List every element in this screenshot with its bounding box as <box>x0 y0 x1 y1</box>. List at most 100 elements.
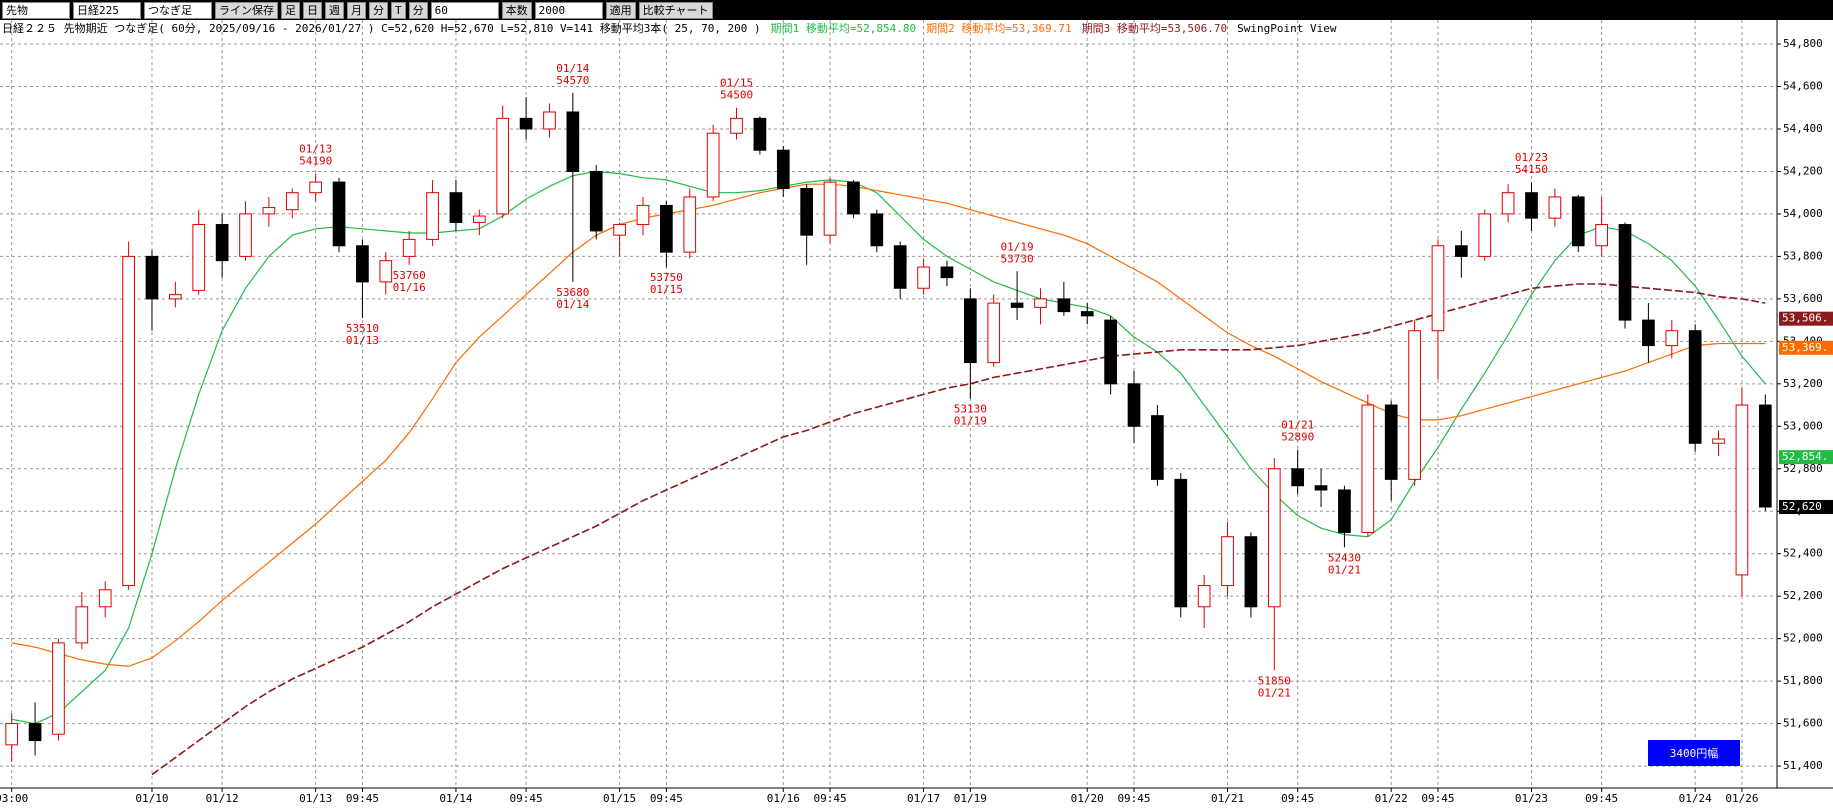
swing-date: 01/13 <box>299 143 332 156</box>
candle-body <box>1408 330 1421 480</box>
swing-date: 01/14 <box>556 298 589 311</box>
toolbar-item[interactable]: 分 <box>369 1 388 19</box>
x-tick-label: 09:45 <box>1281 792 1314 805</box>
candle-body <box>28 723 42 742</box>
candle-body <box>893 245 907 289</box>
candle-body <box>1548 196 1562 219</box>
swing-date: 01/21 <box>1328 563 1361 576</box>
candle-body <box>1758 404 1772 508</box>
candle-body <box>215 224 229 262</box>
candle-body <box>543 111 556 130</box>
swing-date: 01/21 <box>1258 687 1291 700</box>
toolbar-item[interactable]: 60 <box>430 1 499 19</box>
swing-price: 51850 <box>1258 675 1291 688</box>
candle-body <box>472 215 486 223</box>
candle-body <box>870 213 884 247</box>
toolbar-item[interactable]: 日 <box>303 1 322 19</box>
y-tick-label: 51,400 <box>1783 759 1823 772</box>
x-tick-label: 01/10 <box>135 792 168 805</box>
swing-price: 53760 <box>393 269 426 282</box>
swing-price: 52890 <box>1281 431 1314 444</box>
y-tick-label: 53,800 <box>1783 249 1823 262</box>
swing-date: 01/13 <box>346 334 379 347</box>
toolbar-item[interactable]: 適用 <box>605 1 636 19</box>
candle-body <box>1221 536 1234 587</box>
x-tick-label: 01/14 <box>439 792 472 805</box>
candle-body <box>426 192 439 240</box>
y-tick-label: 52,800 <box>1783 462 1823 475</box>
y-tick-label: 54,800 <box>1783 37 1823 50</box>
toolbar-item[interactable]: 週 <box>325 1 344 19</box>
candle-body <box>987 302 1001 364</box>
candle-body <box>1361 404 1375 533</box>
candle-body <box>1712 438 1725 444</box>
candle-body <box>496 117 510 215</box>
x-tick-label: 09:45 <box>1117 792 1150 805</box>
swing-price: 54190 <box>299 155 332 168</box>
y-tick-label: 51,800 <box>1783 674 1823 687</box>
candle-body <box>1034 298 1047 308</box>
toolbar-item[interactable]: 分 <box>408 1 428 19</box>
y-tick-label: 52,400 <box>1783 547 1823 560</box>
x-tick-label: 01/15 <box>603 792 636 805</box>
x-tick-label: 09:45 <box>346 792 379 805</box>
candle-body <box>613 224 626 236</box>
toolbar-item[interactable]: 比較チャート <box>638 1 713 19</box>
toolbar: 先物 日経225 つなぎ足 ライン保存足日週月分 T 分 60 本数 2000 適用 比較チャート <box>0 0 1833 20</box>
candle-body <box>1080 311 1094 317</box>
toolbar-item[interactable]: 足 <box>281 1 300 19</box>
toolbar-item[interactable]: 2000 <box>534 1 603 19</box>
toolbar-item[interactable]: 月 <box>347 1 366 19</box>
candle-body <box>1291 468 1305 487</box>
candle-body <box>1478 213 1492 257</box>
toolbar-item[interactable]: つなぎ足 <box>144 1 212 19</box>
candle-body <box>589 170 603 232</box>
toolbar-item[interactable]: T <box>391 1 406 19</box>
candle-body <box>1197 585 1211 608</box>
y-tick-label: 53,000 <box>1783 419 1823 432</box>
candle-body <box>1338 489 1351 533</box>
price-tag <box>1779 340 1833 355</box>
candle-body <box>285 192 299 211</box>
toolbar-item[interactable]: ライン保存 <box>215 1 278 19</box>
candle-body <box>963 298 977 364</box>
moving-average-line <box>11 170 1766 725</box>
candle-body <box>1314 485 1328 491</box>
candle-body <box>1665 330 1679 347</box>
y-tick-label: 53,200 <box>1783 377 1823 390</box>
candle-body <box>706 132 720 198</box>
swing-date: 01/19 <box>1001 240 1034 253</box>
range-label: 3400円幅 <box>1670 747 1719 760</box>
header-part: 期間1 移動平均=52,854.80 <box>771 21 916 35</box>
swing-price: 53680 <box>556 286 589 299</box>
candle-body <box>192 224 206 291</box>
candle-body <box>1525 192 1538 219</box>
toolbar-item[interactable]: 先物 <box>2 1 70 19</box>
candle-body <box>169 294 182 300</box>
candle-body <box>356 245 369 283</box>
toolbar-item[interactable]: 日経225 <box>73 1 141 19</box>
candle-body <box>847 181 860 215</box>
price-tag-label: 52,854. <box>1782 450 1828 463</box>
candle-body <box>1455 245 1468 257</box>
x-tick-label: 01/21 <box>1211 792 1244 805</box>
candle-body <box>1174 478 1188 608</box>
toolbar-item[interactable]: 本数 <box>501 1 532 19</box>
price-tag <box>1779 499 1833 514</box>
swing-price: 52430 <box>1328 551 1361 564</box>
candle-body <box>1735 404 1749 576</box>
candle-body <box>145 255 159 300</box>
header-part: SwingPoint View <box>1237 22 1337 35</box>
swing-price: 53130 <box>954 403 987 416</box>
y-tick-label: 52,200 <box>1783 589 1823 602</box>
candle-body <box>753 117 767 151</box>
x-tick-label: 09:45 <box>1585 792 1618 805</box>
x-tick-label: 01/19 <box>954 792 987 805</box>
x-tick-label: 01/24 <box>1679 792 1712 805</box>
candle-body <box>5 723 19 746</box>
candle-body <box>1057 298 1071 313</box>
x-tick-label: 01/16 <box>767 792 800 805</box>
price-tag <box>1779 311 1833 326</box>
candle-body <box>917 266 930 289</box>
